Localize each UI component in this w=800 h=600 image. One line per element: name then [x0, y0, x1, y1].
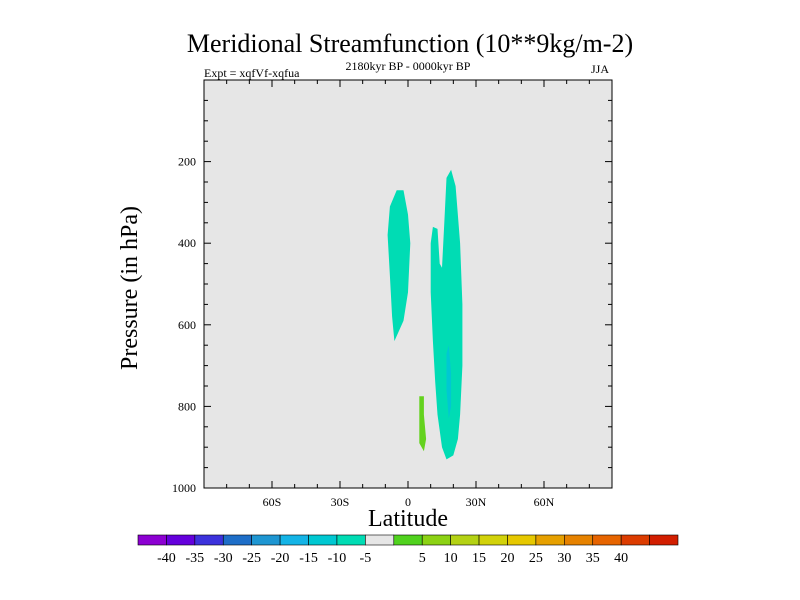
x-tick-label: 30S	[331, 495, 350, 509]
colorbar-swatch	[478, 534, 508, 546]
y-tick-label: 1000	[172, 481, 196, 495]
colorbar-swatch	[365, 534, 395, 546]
colorbar-swatch	[137, 534, 167, 546]
colorbar-label: -40	[157, 551, 176, 566]
colorbar-labels: -40 -35 -30 -25 -20 -15 -10 -5 5 10 15 20 25 30 35 40	[157, 551, 628, 566]
colorbar-swatch	[592, 534, 622, 546]
colorbar-swatch	[194, 534, 224, 546]
contour-region-cell-b	[430, 169, 463, 460]
colorbar-label: -30	[214, 551, 233, 566]
colorbar-label: 10	[444, 551, 458, 566]
colorbar-swatch	[279, 534, 309, 546]
colorbar-swatch	[535, 534, 565, 546]
colorbar-label: -10	[328, 551, 347, 566]
colorbar-label: -20	[271, 551, 290, 566]
colorbar-swatch	[421, 534, 451, 546]
colorbar-swatch	[564, 534, 594, 546]
plot-frame	[203, 79, 613, 489]
contour-regions	[387, 169, 463, 460]
colorbar-label: -15	[299, 551, 318, 566]
colorbar-swatch	[620, 534, 650, 546]
colorbar-label: 20	[500, 551, 514, 566]
colorbar-label: 5	[419, 551, 426, 566]
x-tick-label: 60N	[534, 495, 555, 509]
colorbar-label: -25	[242, 551, 261, 566]
colorbar-label: 40	[614, 551, 628, 566]
y-tick-label: 400	[178, 236, 196, 250]
colorbar-swatch	[166, 534, 196, 546]
contour-region-cell-b-core	[446, 345, 452, 419]
y-tick-label: 600	[178, 318, 196, 332]
season-label: JJA	[591, 62, 609, 76]
x-tick-label: 60S	[263, 495, 282, 509]
y-tick-label: 800	[178, 399, 196, 413]
x-axis-title: Latitude	[368, 506, 448, 532]
colorbar-label: 35	[586, 551, 600, 566]
colorbar-swatch	[450, 534, 480, 546]
y-tick-labels: 200 400 600 800 1000	[172, 155, 196, 495]
colorbar-label: -5	[360, 551, 372, 566]
colorbar-swatch	[222, 534, 252, 546]
colorbar-label: 15	[472, 551, 486, 566]
colorbar-label: 30	[557, 551, 571, 566]
x-tick-label: 0	[405, 495, 411, 509]
colorbar-label: 25	[529, 551, 543, 566]
colorbar-swatch	[336, 534, 366, 546]
contour-region-cell-a	[387, 190, 411, 342]
colorbar	[137, 534, 679, 546]
colorbar-label: -35	[186, 551, 205, 566]
contour-region-cell-c	[419, 396, 427, 452]
colorbar-swatch	[393, 534, 423, 546]
x-tick-labels: 60S 30S 0 30N 60N	[263, 495, 555, 509]
period-label: 2180kyr BP - 0000kyr BP	[346, 59, 471, 73]
y-tick-label: 200	[178, 155, 196, 169]
x-tick-label: 30N	[466, 495, 487, 509]
colorbar-swatch	[308, 534, 338, 546]
experiment-label: Expt = xqfVf-xqfua	[204, 66, 300, 80]
chart-title: Meridional Streamfunction (10**9kg/m-2)	[187, 29, 633, 58]
colorbar-swatch	[649, 534, 679, 546]
y-axis-title: Pressure (in hPa)	[117, 206, 143, 370]
colorbar-swatch	[251, 534, 281, 546]
colorbar-swatch	[507, 534, 537, 546]
